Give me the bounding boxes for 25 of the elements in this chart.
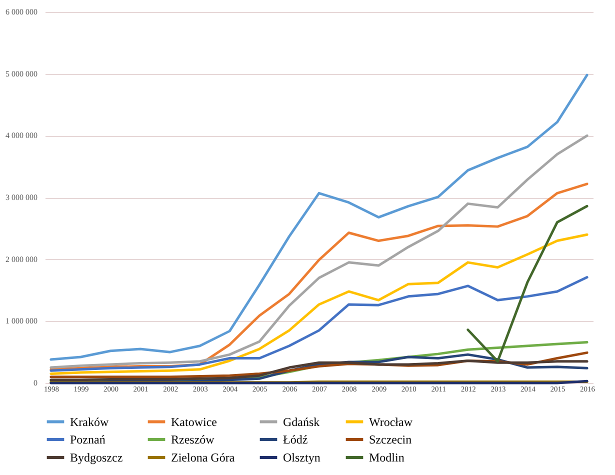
line-series: [50, 233, 588, 375]
legend-label: Bydgoszcz: [70, 450, 123, 464]
legend-label: Szczecin: [369, 432, 412, 446]
legend-label: Rzeszów: [171, 432, 215, 446]
y-tick-label: 3 000 000: [6, 193, 38, 202]
legend-label: Poznań: [70, 432, 106, 446]
line-series: [50, 276, 588, 372]
line-series: [466, 204, 588, 363]
line-series: [50, 134, 588, 369]
y-tick-label: 1 000 000: [6, 316, 38, 326]
legend-label: Kraków: [70, 414, 109, 429]
y-tick-label: 5 000 000: [6, 69, 38, 78]
line-series: [50, 359, 588, 382]
legend-label: Katowice: [171, 414, 217, 429]
legend-label: Wrocław: [369, 414, 413, 429]
legend-label: Gdańsk: [283, 414, 320, 429]
legend-label: Łódź: [283, 432, 308, 446]
legend-label: Olsztyn: [283, 450, 320, 464]
y-tick-label: 0: [34, 378, 38, 388]
legend-label: Modlin: [369, 450, 404, 464]
y-tick-label: 4 000 000: [6, 131, 38, 140]
legend-label: Zielona Góra: [171, 450, 236, 464]
line-series: [50, 74, 588, 361]
y-tick-label: 2 000 000: [6, 254, 38, 264]
y-tick-label: 6 000 000: [6, 8, 38, 16]
